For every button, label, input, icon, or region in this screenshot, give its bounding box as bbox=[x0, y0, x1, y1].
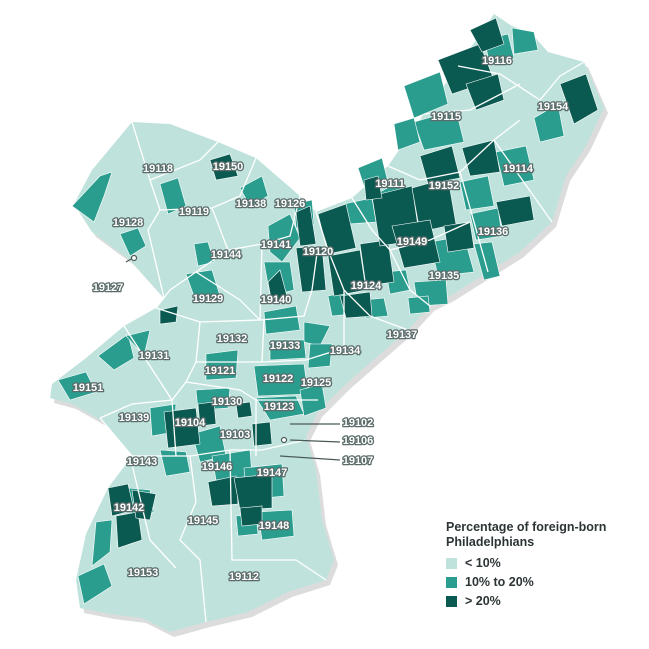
tracts-over-20-percent bbox=[107, 17, 599, 549]
zip-label-19106: 19106 bbox=[343, 435, 374, 447]
zip-label-19133: 19133 bbox=[270, 340, 301, 352]
zip-label-19114: 19114 bbox=[503, 163, 534, 175]
zip-label-19132: 19132 bbox=[217, 333, 248, 345]
zip-label-19135: 19135 bbox=[429, 270, 460, 282]
legend-item-low: < 10% bbox=[446, 556, 636, 570]
zip-label-19130: 19130 bbox=[212, 396, 243, 408]
zip-label-19103: 19103 bbox=[220, 429, 251, 441]
zip-label-19147: 19147 bbox=[257, 467, 288, 479]
zip-label-19148: 19148 bbox=[259, 520, 290, 532]
legend-swatch-low bbox=[446, 557, 457, 569]
zip-label-19140: 19140 bbox=[261, 294, 292, 306]
zip-label-19121: 19121 bbox=[205, 365, 236, 377]
zip-label-19104: 19104 bbox=[175, 417, 206, 429]
zip-label-19118: 19118 bbox=[143, 163, 173, 175]
zip-label-19115: 19115 bbox=[431, 111, 461, 123]
zip-label-19125: 19125 bbox=[301, 377, 332, 389]
legend-label-mid: 10% to 20% bbox=[465, 575, 534, 589]
zip-label-19126: 19126 bbox=[275, 198, 306, 210]
zip-label-19139: 19139 bbox=[119, 412, 150, 424]
zip-label-19149: 19149 bbox=[397, 236, 428, 248]
legend-swatch-high bbox=[446, 595, 457, 607]
city-outline bbox=[50, 14, 604, 632]
zip-label-19129: 19129 bbox=[193, 293, 224, 305]
legend-label-low: < 10% bbox=[465, 556, 501, 570]
zip-label-19141: 19141 bbox=[261, 239, 292, 251]
zip-labels: 19116 19154 19115 19150 19118 19111 19152 19114… bbox=[71, 54, 570, 585]
legend-title: Percentage of foreign-born Philadelphian… bbox=[446, 520, 636, 550]
zip-label-19146: 19146 bbox=[202, 461, 233, 473]
zip-label-19128: 19128 bbox=[113, 217, 144, 229]
zip-label-19107: 19107 bbox=[343, 455, 374, 467]
zip-label-19127: 19127 bbox=[93, 282, 124, 294]
zip-label-19152: 19152 bbox=[429, 180, 460, 192]
zip-label-19150: 19150 bbox=[213, 161, 244, 173]
zip-label-19111: 19111 bbox=[375, 178, 404, 190]
zip-label-19102: 19102 bbox=[343, 417, 374, 429]
zip-label-19153: 19153 bbox=[128, 567, 159, 579]
zip-label-19119: 19119 bbox=[179, 206, 209, 218]
legend-title-line1: Percentage of foreign-born bbox=[446, 520, 607, 534]
legend-item-mid: 10% to 20% bbox=[446, 575, 636, 589]
legend: Percentage of foreign-born Philadelphian… bbox=[446, 520, 636, 608]
zip-label-19116: 19116 bbox=[482, 55, 512, 67]
zip-label-19120: 19120 bbox=[303, 246, 334, 258]
zip-label-19124: 19124 bbox=[351, 280, 382, 292]
zip-label-19137: 19137 bbox=[387, 329, 418, 341]
zip-label-19123: 19123 bbox=[264, 401, 295, 413]
zip-boundaries bbox=[99, 61, 585, 623]
zip-label-19131: 19131 bbox=[139, 350, 170, 362]
legend-item-high: > 20% bbox=[446, 594, 636, 608]
legend-swatch-mid bbox=[446, 576, 457, 588]
zip-label-19138: 19138 bbox=[236, 198, 267, 210]
zip-label-19112: 19112 bbox=[229, 571, 259, 583]
zip-label-19154: 19154 bbox=[538, 101, 569, 113]
legend-title-line2: Philadelphians bbox=[446, 535, 535, 549]
zip-label-19134: 19134 bbox=[330, 345, 361, 357]
zip-label-19151: 19151 bbox=[73, 382, 104, 394]
zip-label-19142: 19142 bbox=[114, 502, 145, 514]
zip-label-19122: 19122 bbox=[263, 373, 294, 385]
legend-label-high: > 20% bbox=[465, 594, 501, 608]
callout-lines bbox=[125, 254, 341, 461]
zip-label-19143: 19143 bbox=[127, 456, 158, 468]
zip-label-19136: 19136 bbox=[478, 226, 509, 238]
zip-label-19144: 19144 bbox=[211, 249, 242, 261]
zip-label-19145: 19145 bbox=[188, 515, 219, 527]
